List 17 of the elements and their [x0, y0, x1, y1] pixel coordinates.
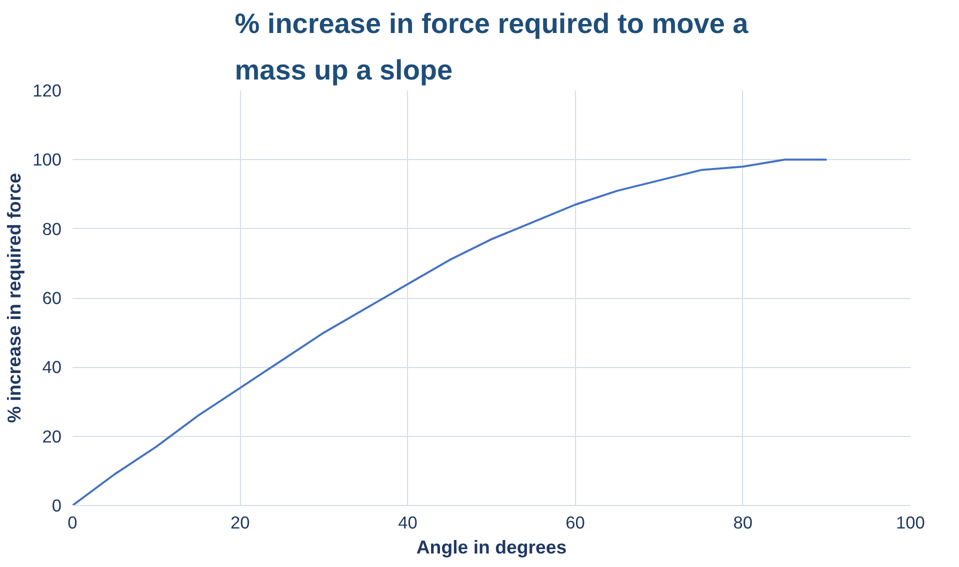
x-tick-label: 20 [230, 512, 250, 532]
y-tick-label: 60 [42, 288, 62, 308]
y-tick-label: 0 [52, 496, 62, 516]
y-axis-title: % increase in required force [4, 173, 25, 423]
y-tick-label: 100 [32, 150, 62, 170]
y-tick-label: 80 [42, 218, 62, 239]
chart-title: % increase in force required to move a mass up a slope [234, 8, 749, 86]
line-series [72, 158, 828, 506]
x-tick-label: 80 [733, 512, 753, 532]
y-tick-label: 20 [42, 426, 62, 446]
y-tick-label: 40 [42, 357, 62, 378]
x-tick-label: 40 [398, 512, 418, 532]
y-tick-label: 120 [32, 80, 62, 100]
x-tick-label: 60 [566, 512, 585, 532]
x-tick-label: 100 [896, 512, 925, 532]
x-axis-title: Angle in degrees [416, 536, 567, 558]
x-tick-label: 0 [68, 512, 78, 532]
